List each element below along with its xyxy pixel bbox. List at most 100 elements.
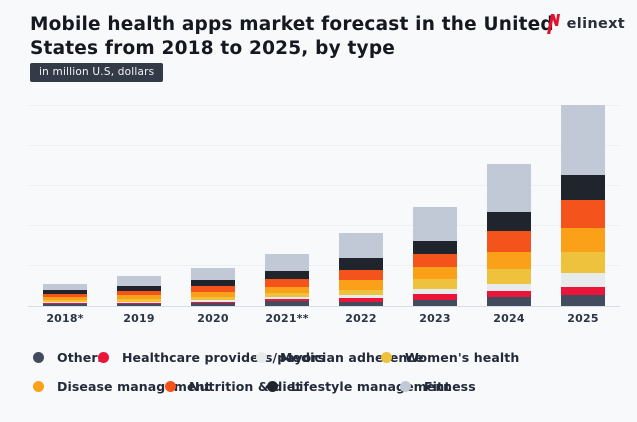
bar-segment [43, 304, 87, 306]
bar-segment [265, 254, 309, 271]
bar-segment [191, 297, 235, 300]
bar-segment [117, 286, 161, 291]
bar-segment [561, 228, 605, 252]
bar-segment [339, 298, 383, 302]
bar-segment [413, 241, 457, 254]
bar-slot [398, 103, 472, 306]
bar-segment [487, 269, 531, 284]
bar-segment [265, 279, 309, 287]
bar-segment [413, 289, 457, 294]
bar-segment [117, 299, 161, 302]
bar-segment [117, 276, 161, 286]
bar-segment [413, 254, 457, 267]
bar-segment [265, 293, 309, 297]
bar-segment [339, 270, 383, 280]
brand-logo: elinext [544, 13, 625, 35]
y-gridline [28, 265, 620, 266]
bar-segment [561, 105, 605, 175]
bar-segment [43, 297, 87, 300]
plot-area [28, 103, 620, 307]
legend-color-dot [381, 352, 392, 363]
bar-segment [117, 302, 161, 303]
bar-segment [265, 271, 309, 279]
bar-segment [43, 303, 87, 304]
bar-segment [43, 300, 87, 302]
bar-segment [413, 300, 457, 306]
bar-segment [487, 284, 531, 291]
legend-label: Others [57, 350, 106, 365]
legend-color-dot [98, 352, 109, 363]
bar-segment [487, 297, 531, 306]
y-gridline [28, 185, 620, 186]
x-axis-label: 2020 [197, 312, 229, 325]
legend-color-dot [33, 352, 44, 363]
bar-segment [43, 302, 87, 303]
bar-segment [561, 252, 605, 273]
bar-segment [117, 295, 161, 299]
bar-segment [191, 268, 235, 280]
stacked-bar-2022 [339, 233, 383, 306]
stacked-bar-2021 [265, 254, 309, 306]
x-axis-label: 2019 [123, 312, 155, 325]
bar-slot [324, 103, 398, 306]
bar-slot [546, 103, 620, 306]
bar-segment [561, 273, 605, 287]
x-axis-label: 2018* [46, 312, 84, 325]
y-gridline [28, 105, 620, 106]
bar-segment [117, 304, 161, 306]
bar-segment [413, 279, 457, 289]
bar-segment [191, 292, 235, 297]
legend-item: Others [33, 350, 105, 365]
bar-slot [102, 103, 176, 306]
y-gridline [28, 145, 620, 146]
stacked-bar-2020 [191, 268, 235, 306]
x-axis-labels: 2018* 2019 2020 2021** 2022 2023 2024 2025 [28, 312, 620, 325]
legend-color-dot [165, 381, 176, 392]
y-gridline [28, 225, 620, 226]
bar-segment [339, 295, 383, 298]
bar-segment [339, 302, 383, 306]
bar-segment [487, 252, 531, 269]
chart-legend: Others Healthcare providers/payors Medicia… [0, 340, 637, 422]
bar-segment [191, 300, 235, 302]
elinext-logo-icon [546, 14, 560, 34]
bar-segment [339, 258, 383, 270]
bars-container [28, 103, 620, 306]
bar-segment [561, 287, 605, 295]
legend-item: Women's health [381, 350, 519, 365]
bar-segment [265, 299, 309, 301]
bar-segment [43, 284, 87, 290]
legend-label: Lifestyle management [291, 379, 451, 394]
legend-color-dot [33, 381, 44, 392]
x-axis-label: 2023 [419, 312, 451, 325]
bar-segment [191, 286, 235, 292]
bar-segment [413, 267, 457, 279]
legend-label: Women's health [405, 350, 520, 365]
bar-segment [339, 280, 383, 290]
bar-segment [191, 280, 235, 286]
legend-color-dot [256, 352, 267, 363]
page-title: Mobile health apps market forecast in th… [30, 14, 554, 60]
stacked-bar-2023 [413, 207, 457, 306]
bar-segment [265, 301, 309, 306]
legend-label: Fitness [424, 379, 476, 394]
bar-slot [28, 103, 102, 306]
x-axis-label: 2022 [345, 312, 377, 325]
bar-segment [487, 212, 531, 231]
stacked-bar-2018 [43, 284, 87, 306]
stacked-bar-2019 [117, 276, 161, 306]
legend-color-dot [400, 381, 411, 392]
x-axis-label: 2024 [493, 312, 525, 325]
bar-segment [43, 294, 87, 297]
bar-segment [117, 303, 161, 304]
brand-name: elinext [566, 16, 625, 32]
units-badge: in million U.S, dollars [30, 63, 164, 82]
stacked-bar-2024 [487, 164, 531, 306]
bar-segment [191, 302, 235, 303]
bar-segment [43, 290, 87, 294]
x-axis-label: 2021** [265, 312, 309, 325]
legend-item: Healthcare providers/payors [98, 350, 325, 365]
legend-item: Fitness [400, 379, 476, 394]
x-axis-label: 2025 [567, 312, 599, 325]
